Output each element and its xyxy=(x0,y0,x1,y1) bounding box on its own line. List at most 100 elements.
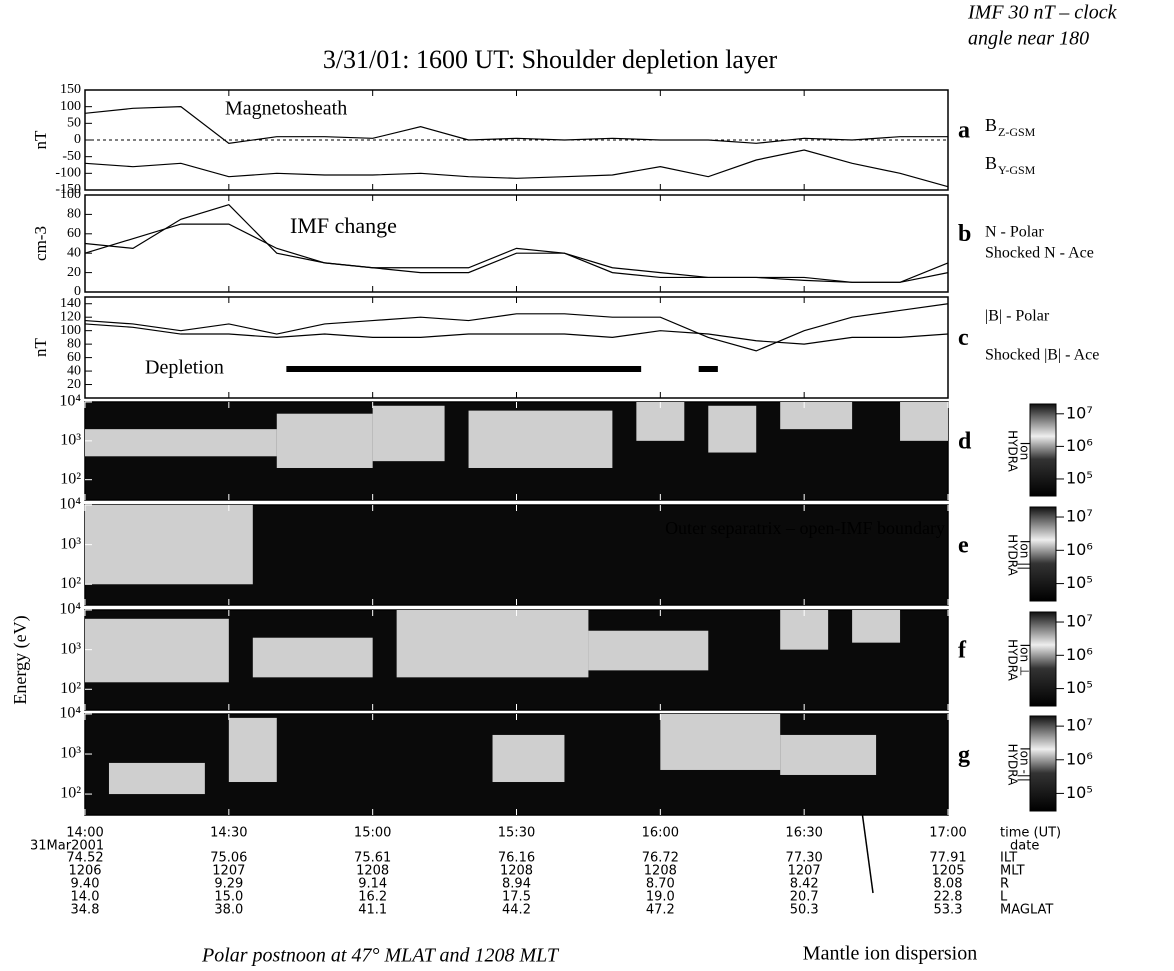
ephemeris-value: 77.91 xyxy=(929,851,966,866)
annotation: IMF 30 nT – clock xyxy=(967,2,1118,24)
colorbar xyxy=(1029,611,1057,707)
y-tick-label: 10² xyxy=(60,470,81,487)
y-tick-label: 10⁴ xyxy=(59,601,81,618)
line-series xyxy=(84,223,949,283)
intensity-band xyxy=(900,402,948,441)
ephemeris-value: 76.16 xyxy=(498,851,535,866)
panel-frame xyxy=(84,89,949,191)
y-tick-label: 10² xyxy=(60,785,81,802)
y-tick-label: 20 xyxy=(67,377,81,392)
instrument-label: HYDRA xyxy=(1006,534,1020,576)
colorbar xyxy=(1029,403,1057,497)
intensity-band xyxy=(85,505,253,585)
colorbar-tick-label: 10⁷ xyxy=(1066,612,1093,631)
ephemeris-value: 19.0 xyxy=(646,890,675,905)
annotation: Magnetosheath xyxy=(225,98,347,120)
time-tick-label: 17:00 xyxy=(929,826,966,841)
y-tick-label: 60 xyxy=(67,226,81,241)
ephemeris-value: 1207 xyxy=(212,864,245,879)
ephemeris-value: 47.2 xyxy=(646,903,675,918)
ephemeris-value: 1208 xyxy=(356,864,389,879)
ephemeris-value: 15.0 xyxy=(214,890,243,905)
time-tick-label: 14:00 xyxy=(66,826,103,841)
y-axis-label: cm-3 xyxy=(31,226,50,261)
ephemeris-value: 14.0 xyxy=(71,890,100,905)
legend-label: Shocked N - Ace xyxy=(985,245,1094,262)
y-tick-label: 60 xyxy=(67,350,81,365)
caption: Polar postnoon at 47° MLAT and 1208 MLT xyxy=(201,945,560,967)
ephemeris-value: 1205 xyxy=(931,864,964,879)
y-tick-label: 120 xyxy=(60,309,81,324)
ephemeris-value: 74.52 xyxy=(66,851,103,866)
ephemeris-value: 50.3 xyxy=(790,903,819,918)
y-tick-label: 20 xyxy=(67,265,81,280)
y-tick-label: 10² xyxy=(60,680,81,697)
y-tick-label: 140 xyxy=(60,296,81,311)
y-tick-label: 0 xyxy=(74,132,81,147)
depletion-bar xyxy=(698,366,718,372)
colorbar-tick-label: 10⁶ xyxy=(1066,540,1093,559)
title: 3/31/01: 1600 UT: Shoulder depletion lay… xyxy=(323,45,778,74)
intensity-band xyxy=(588,630,709,671)
annotation: IMF change xyxy=(290,213,397,238)
ephemeris-value: 16.2 xyxy=(358,890,387,905)
colorbar-tick-label: 10⁵ xyxy=(1066,573,1093,592)
legend-label: |B| - Polar xyxy=(985,308,1050,325)
panel-frame xyxy=(84,296,949,399)
ephemeris-value: 41.1 xyxy=(358,903,387,918)
legend-label: N - Polar xyxy=(985,224,1044,241)
ephemeris-value: 8.08 xyxy=(934,877,963,892)
panel-letter: f xyxy=(958,638,967,664)
intensity-band xyxy=(228,717,277,783)
ephemeris-value: 22.8 xyxy=(934,890,963,905)
y-tick-label: 10³ xyxy=(60,535,81,552)
annotation: Outer separatrix – open-IMF boundary xyxy=(665,518,945,538)
colorbar-tick-label: 10⁵ xyxy=(1066,783,1093,802)
y-tick-label: 10³ xyxy=(60,640,81,657)
y-tick-label: 80 xyxy=(67,207,81,222)
ephemeris-value: 20.7 xyxy=(790,890,819,905)
annotation: angle near 180 xyxy=(968,28,1089,50)
row-label: ILT xyxy=(1000,851,1017,866)
ephemeris-value: 8.94 xyxy=(502,877,531,892)
colorbar-tick-label: 10⁶ xyxy=(1066,436,1093,455)
row-label: date xyxy=(1010,839,1039,854)
row-label: time (UT) xyxy=(1000,826,1061,841)
ephemeris-value: 44.2 xyxy=(502,903,531,918)
ephemeris-value: 9.40 xyxy=(71,877,100,892)
y-tick-label: 40 xyxy=(67,245,81,260)
y-axis-label: nT xyxy=(31,130,50,150)
ephemeris-value: 9.29 xyxy=(214,877,243,892)
legend-subscript: Z-GSM xyxy=(998,125,1036,139)
row-label: R xyxy=(1000,877,1009,892)
intensity-band xyxy=(108,762,205,795)
ephemeris-value: 1208 xyxy=(500,864,533,879)
y-tick-label: 80 xyxy=(67,336,81,351)
intensity-band xyxy=(660,714,781,770)
y-tick-label: 150 xyxy=(60,82,81,97)
intensity-band xyxy=(636,402,685,441)
time-tick-label: 15:00 xyxy=(354,826,391,841)
date-value: 31Mar2001 xyxy=(30,839,104,854)
ephemeris-value: 75.61 xyxy=(354,851,391,866)
species-label: Ion xyxy=(1018,442,1032,461)
species-label: Ion ⊥ xyxy=(1018,644,1032,677)
colorbar xyxy=(1029,715,1057,812)
intensity-band xyxy=(780,610,829,650)
intensity-band xyxy=(708,405,757,453)
panel-letter: d xyxy=(958,429,972,455)
y-tick-label: -50 xyxy=(62,149,81,164)
y-tick-label: 50 xyxy=(67,116,81,131)
ephemeris-value: 75.06 xyxy=(210,851,247,866)
ephemeris-value: 1207 xyxy=(788,864,821,879)
annotation: Depletion xyxy=(145,357,224,379)
y-tick-label: -100 xyxy=(55,166,81,181)
legend-label: B xyxy=(985,115,997,135)
y-tick-label: 100 xyxy=(60,187,81,202)
panel-letter: c xyxy=(958,325,969,351)
y-tick-label: 100 xyxy=(60,99,81,114)
time-tick-label: 16:30 xyxy=(785,826,822,841)
y-tick-label: 10³ xyxy=(60,745,81,762)
instrument-label: HYDRA xyxy=(1006,639,1020,681)
colorbar-tick-label: 10⁵ xyxy=(1066,468,1093,487)
